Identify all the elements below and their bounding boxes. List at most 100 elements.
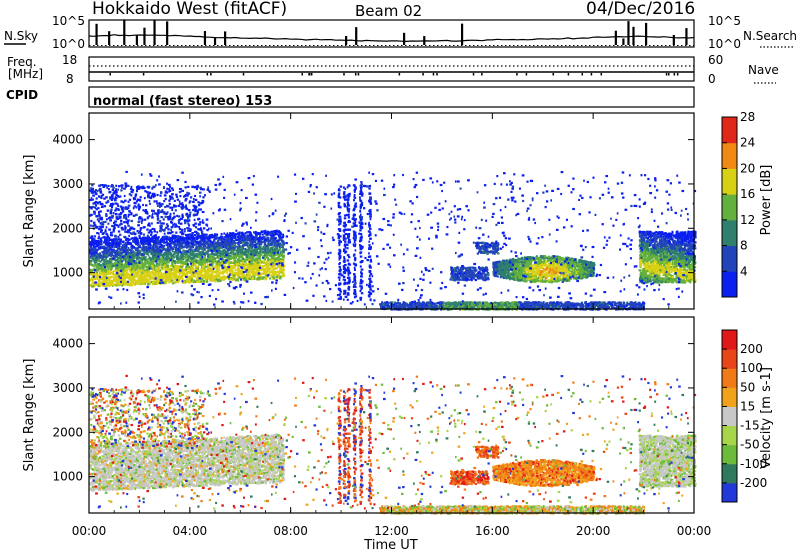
power-cell [121, 247, 123, 249]
freq-dots [109, 73, 678, 76]
power-cell [163, 230, 165, 232]
power-cell [165, 216, 167, 218]
power-cell [167, 265, 169, 267]
power-cell [113, 230, 115, 232]
power-cell [137, 230, 139, 232]
power-cell [160, 195, 162, 197]
power-cell [235, 239, 237, 241]
power-cell [103, 246, 105, 248]
power-cell [269, 260, 271, 262]
power-cell [90, 220, 92, 222]
power-cell [233, 233, 235, 235]
power-cell [259, 237, 261, 239]
power-cell [210, 258, 212, 260]
power-cell [275, 257, 278, 259]
power-cell [258, 258, 261, 260]
power-cell [115, 280, 118, 282]
power-cell [131, 220, 133, 222]
power-cell [97, 207, 99, 209]
power-cell [260, 240, 262, 242]
power-cell [94, 245, 96, 247]
power-cell [172, 250, 174, 252]
power-cell [202, 219, 204, 221]
power-cell [262, 255, 264, 257]
power-cell [102, 252, 105, 254]
power-cell [233, 262, 235, 264]
power-cell [259, 260, 261, 262]
power-cell [112, 187, 114, 189]
power-cell [271, 257, 273, 259]
power-cell [117, 253, 119, 255]
power-cell [178, 222, 180, 224]
power-cell [157, 205, 159, 207]
power-cell [177, 254, 179, 256]
power-cell [173, 212, 175, 214]
power-cell [176, 261, 179, 263]
power-cell [246, 256, 248, 258]
power-cell [96, 277, 98, 279]
power-cell [262, 265, 264, 267]
power-cell [189, 258, 191, 260]
power-cell [186, 192, 188, 194]
power-cell [167, 248, 169, 250]
power-cell [220, 236, 222, 238]
power-cell [165, 198, 167, 200]
power-cell [115, 276, 117, 278]
power-cell [131, 267, 133, 269]
power-cell [125, 271, 127, 273]
freq-dot [516, 73, 518, 76]
power-cell [263, 236, 265, 238]
power-cell [237, 236, 239, 238]
power-cell [237, 275, 240, 277]
freq-dot [399, 73, 401, 76]
power-cell [104, 254, 106, 256]
power-cell [153, 228, 155, 230]
power-cell [109, 219, 112, 221]
power-cell [107, 210, 109, 212]
power-cell [157, 222, 160, 224]
power-cell [269, 251, 271, 253]
power-cell [226, 251, 228, 253]
power-cell [218, 237, 220, 239]
power-cell [115, 240, 118, 242]
freq-dot [601, 73, 603, 76]
power-cell [104, 280, 107, 282]
power-cell [117, 261, 119, 263]
power-cell [119, 265, 121, 267]
power-cell [113, 241, 115, 243]
power-cell [256, 266, 258, 268]
freq-dot [358, 73, 360, 76]
power-cell [267, 246, 269, 248]
power-cell [229, 270, 232, 272]
power-cell [202, 267, 204, 269]
power-cell [134, 233, 136, 235]
power-cell [180, 218, 182, 220]
power-cell [237, 266, 239, 268]
nsky-right-tick-bottom: 10^0 [708, 37, 741, 51]
power-cell [167, 228, 169, 230]
power-cell [137, 244, 139, 246]
power-cell [124, 236, 126, 238]
power-cell [110, 232, 113, 234]
power-cell [118, 230, 120, 232]
power-cell [245, 232, 247, 234]
power-cell [198, 272, 200, 274]
power-cell [255, 233, 257, 235]
power-cell [147, 283, 150, 285]
power-cell [158, 258, 160, 260]
power-cell [228, 278, 230, 280]
power-cell [94, 224, 96, 226]
power-cell [130, 212, 132, 214]
power-cell [151, 222, 153, 224]
power-cell [278, 254, 280, 256]
freq-dot [311, 73, 313, 76]
power-cell [101, 206, 104, 208]
power-cell [219, 276, 222, 278]
power-cell [168, 274, 170, 276]
power-cell [194, 207, 196, 209]
power-cell [111, 215, 114, 217]
power-cell [123, 245, 126, 247]
power-cell [100, 184, 102, 186]
power-cell [258, 275, 260, 277]
power-cell [259, 251, 262, 253]
